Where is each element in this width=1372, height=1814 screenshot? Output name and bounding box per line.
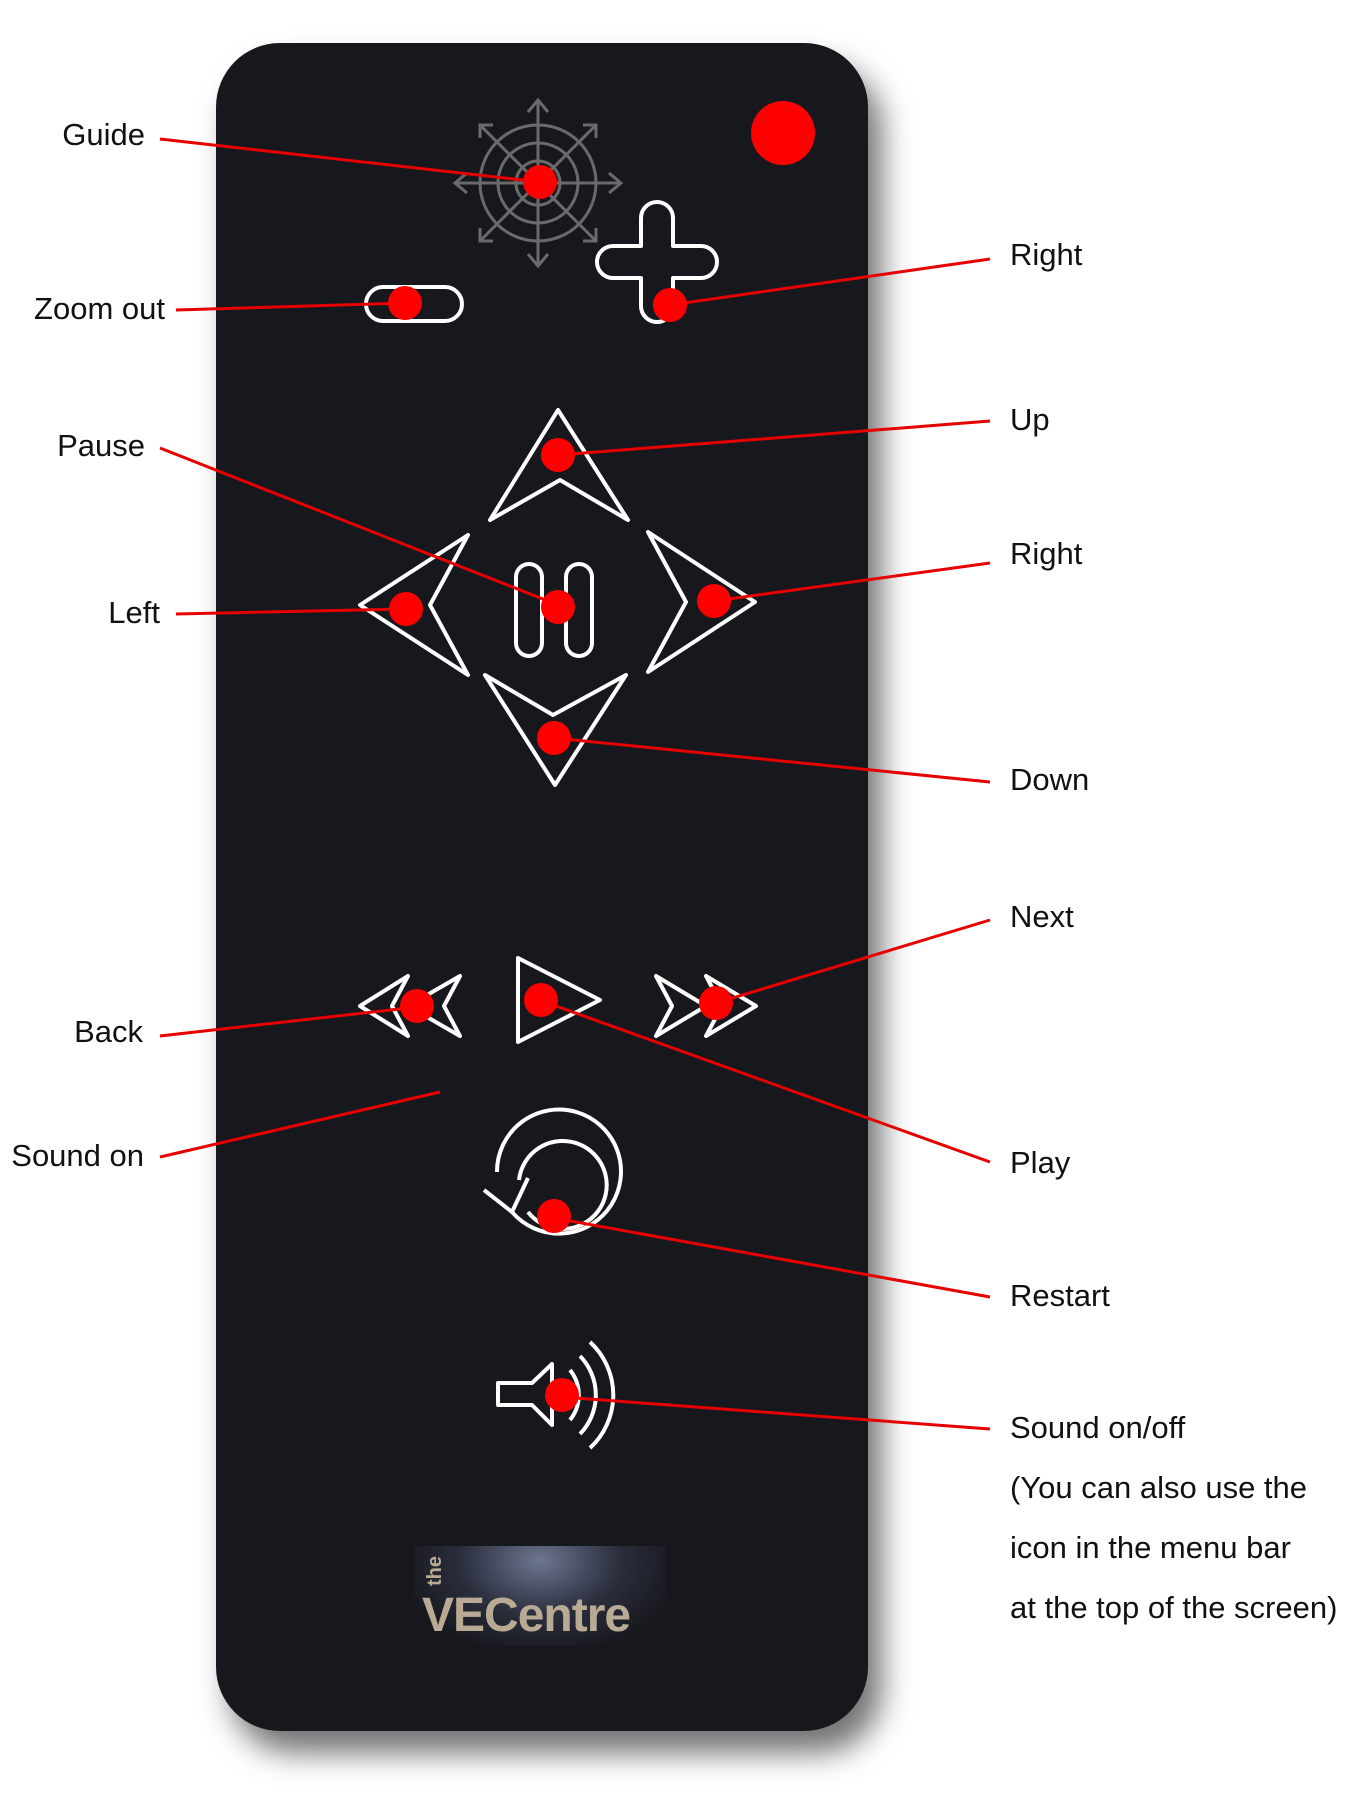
label-pause: Pause — [57, 428, 145, 463]
leader-restart — [553, 1216, 991, 1299]
label-zoom-out: Zoom out — [34, 291, 165, 326]
leader-left — [175, 607, 407, 616]
label-next: Next — [1010, 899, 1074, 934]
logo-main: VECentre — [422, 1589, 631, 1642]
label-guide: Guide — [62, 117, 145, 152]
marker-play — [524, 983, 558, 1017]
arrow-down-icon[interactable] — [483, 673, 628, 787]
label-back: Back — [74, 1014, 143, 1049]
leader-next — [715, 918, 991, 1005]
marker-down — [537, 721, 571, 755]
marker-guide — [523, 165, 557, 199]
label-sound-note-3: at the top of the screen) — [1010, 1590, 1338, 1625]
marker-sound — [545, 1378, 579, 1412]
leader-right — [713, 561, 991, 603]
play-icon[interactable] — [516, 956, 602, 1044]
leader-sound-on — [159, 1090, 441, 1159]
marker-left — [389, 592, 423, 626]
leader-lines — [159, 137, 991, 1431]
label-play: Play — [1010, 1145, 1071, 1180]
leader-pause — [159, 446, 559, 607]
leader-down — [553, 736, 991, 784]
label-sound-note-1: (You can also use the — [1010, 1470, 1308, 1505]
marker-right — [697, 584, 731, 618]
leader-zoom-right — [669, 257, 991, 307]
label-zoom-right: Right — [1010, 237, 1083, 272]
marker-zoom-in — [653, 288, 687, 322]
markers — [388, 165, 733, 1412]
label-right: Right — [1010, 536, 1083, 571]
marker-zoom-out — [388, 286, 422, 320]
logo-the: the — [424, 1556, 446, 1586]
label-left: Left — [108, 595, 160, 630]
rewind-icon[interactable] — [358, 974, 462, 1038]
marker-pause — [541, 590, 575, 624]
red-dot-icon — [751, 101, 815, 165]
leader-sound — [561, 1395, 991, 1431]
label-down: Down — [1010, 762, 1090, 797]
marker-up — [541, 438, 575, 472]
remote-control-body — [216, 43, 868, 1731]
label-restart: Restart — [1010, 1278, 1110, 1313]
label-sound-on: Sound on — [11, 1138, 144, 1173]
leader-back — [159, 1005, 418, 1038]
leader-up — [557, 419, 991, 457]
marker-restart — [537, 1199, 571, 1233]
arrow-left-icon[interactable] — [358, 533, 470, 677]
arrow-right-icon[interactable] — [646, 530, 757, 674]
vecentre-logo: the VECentre — [414, 1546, 666, 1646]
label-sound-onoff: Sound on/off — [1010, 1410, 1186, 1445]
marker-next — [699, 986, 733, 1020]
leader-play — [541, 999, 991, 1164]
arrow-up-icon[interactable] — [488, 408, 630, 522]
leader-guide — [159, 137, 541, 184]
label-sound-note-2: icon in the menu bar — [1010, 1530, 1291, 1565]
marker-back — [400, 989, 434, 1023]
label-up: Up — [1010, 402, 1050, 437]
leader-zoom-out — [175, 301, 406, 312]
